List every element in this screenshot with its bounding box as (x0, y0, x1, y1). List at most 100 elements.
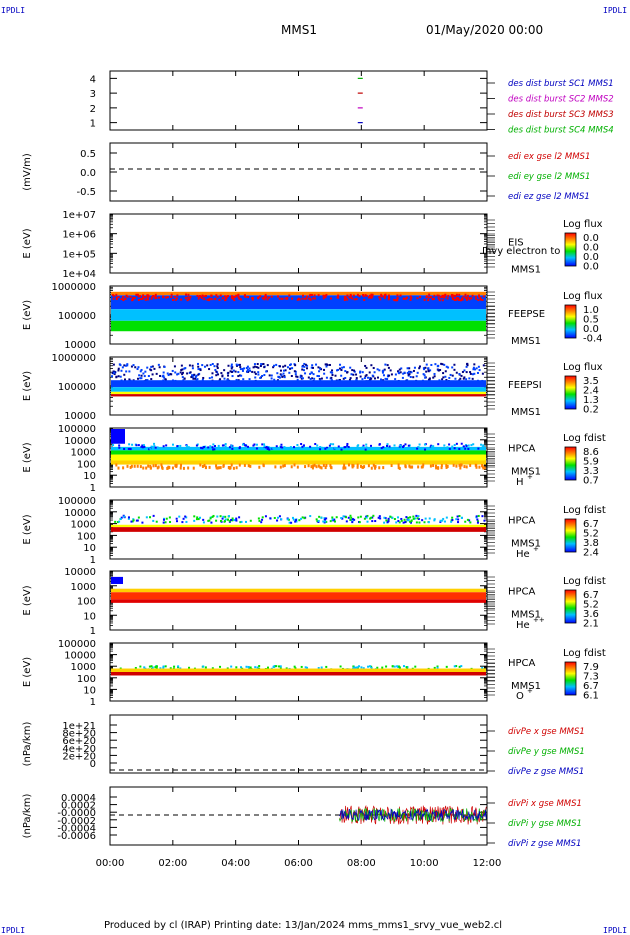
spectrogram-pixel (324, 363, 327, 366)
y-tick-label: 1000 (71, 582, 96, 593)
spectrogram-pixel (257, 373, 260, 376)
spectrogram-pixel (441, 378, 444, 381)
spectrogram-pixel (424, 366, 427, 369)
spectrogram-pixel (424, 376, 427, 379)
spectrogram-pixel (325, 293, 328, 296)
spectrogram-pixel (418, 365, 421, 368)
spectrogram-pixel (331, 371, 334, 374)
spectrogram-pixel (300, 375, 303, 378)
spectrogram-pixel (227, 374, 230, 377)
spectrogram-pixel (455, 293, 458, 296)
y-tick-label: 100 (77, 597, 96, 608)
spectrogram-pixel (442, 295, 445, 298)
spectrogram-pixel (251, 370, 254, 373)
spectrogram-pixel (402, 665, 405, 668)
instrument-label: HPCA (508, 444, 536, 455)
spectrogram-pixel (364, 364, 367, 367)
spectrogram-pixel (347, 463, 350, 467)
spectrogram-pixel (460, 463, 463, 467)
spectrogram-pixel (254, 372, 257, 375)
spectrogram-pixel (458, 293, 461, 296)
spectrogram-pixel (151, 666, 154, 669)
spectrogram-pixel (477, 447, 480, 450)
spectrogram-pixel (233, 299, 236, 302)
spectrogram-pixel (337, 296, 340, 299)
spectrogram-pixel (139, 370, 142, 373)
spectrogram-pixel (186, 372, 189, 375)
spectrogram-pixel (196, 516, 199, 519)
spectrogram-pixel (383, 368, 386, 371)
spectrogram-pixel (176, 445, 179, 448)
spectrogram-pixel (141, 297, 144, 300)
spectrogram-pixel (138, 374, 141, 377)
spectrogram-pixel (162, 374, 165, 377)
spectrogram-pixel (124, 378, 127, 381)
spectrogram-pixel (390, 464, 393, 468)
spectrogram-pixel (432, 376, 435, 379)
spectrogram-pixel (162, 295, 165, 298)
spectrogram-pixel (334, 374, 337, 377)
spectrogram-pixel (164, 521, 167, 524)
spectrogram-pixel (415, 514, 418, 517)
spectrogram-pixel (247, 464, 250, 468)
spectrogram-pixel (257, 517, 260, 520)
spectrogram-pixel (213, 445, 216, 448)
spectrogram-pixel (384, 377, 387, 380)
spectrogram-pixel (353, 369, 356, 372)
y-tick-label: 0.0004 (61, 793, 96, 804)
spectrogram-pixel (416, 297, 419, 300)
spectrogram-pixel (463, 465, 466, 469)
spectrogram-pixel (219, 665, 222, 668)
spectrogram-pixel (175, 517, 178, 520)
spectrogram-pixel (140, 374, 143, 377)
spectrogram-pixel (241, 369, 244, 372)
spectrogram-pixel (174, 298, 177, 301)
spectrogram-pixel (359, 375, 362, 378)
y-tick-label: -0.0002 (57, 816, 96, 827)
y-tick-label: -0.0000 (57, 808, 96, 819)
colorbar-tick-label: 1.0 (583, 305, 599, 316)
spectrogram-pixel (113, 373, 116, 376)
spectrogram-pixel (472, 366, 475, 369)
spectrogram-pixel (353, 518, 356, 521)
spectrogram-pixel (414, 665, 417, 668)
spectrogram-pixel (275, 363, 278, 366)
time-tick-label: 02:00 (158, 858, 187, 869)
spectrogram-pixel (428, 517, 431, 520)
spectrogram-pixel (425, 363, 428, 366)
spectrogram-pixel (306, 367, 309, 370)
spectrogram-pixel (135, 293, 138, 296)
spectrogram-pixel (191, 376, 194, 379)
spectrogram-pixel (253, 443, 256, 446)
spectrogram-pixel (401, 376, 404, 379)
spectrogram-pixel (458, 514, 461, 517)
spectrogram-pixel (113, 371, 116, 374)
spectrogram-pixel (382, 379, 385, 382)
time-tick-label: 10:00 (410, 858, 439, 869)
spectrogram-pixel (397, 516, 400, 519)
spectrogram-pixel (246, 370, 249, 373)
spectrogram-pixel (324, 520, 327, 523)
spectrogram-pixel (117, 367, 120, 370)
spectrogram-pixel (173, 295, 176, 298)
spectrogram-pixel (132, 518, 135, 521)
spectrogram-pixel (158, 366, 161, 369)
spectrogram-pixel (272, 665, 275, 668)
spectrogram-pixel (371, 293, 374, 296)
spectrogram-pixel (444, 375, 447, 378)
spectrogram-pixel (120, 369, 123, 372)
spectrogram-pixel (337, 368, 340, 371)
spectrogram-pixel (370, 466, 373, 470)
spectrogram-band (111, 524, 486, 528)
spectrogram-pixel (336, 369, 339, 372)
spectrogram-pixel (324, 447, 327, 450)
spectrogram-pixel (235, 294, 238, 297)
spectrogram-pixel (210, 298, 213, 301)
spectrogram-pixel (231, 375, 234, 378)
spectrogram-pixel (274, 465, 277, 469)
spectrogram-pixel (113, 370, 116, 373)
spectrogram-pixel (230, 365, 233, 368)
spectrogram-pixel (164, 665, 167, 668)
spectrogram-pixel (261, 374, 264, 377)
